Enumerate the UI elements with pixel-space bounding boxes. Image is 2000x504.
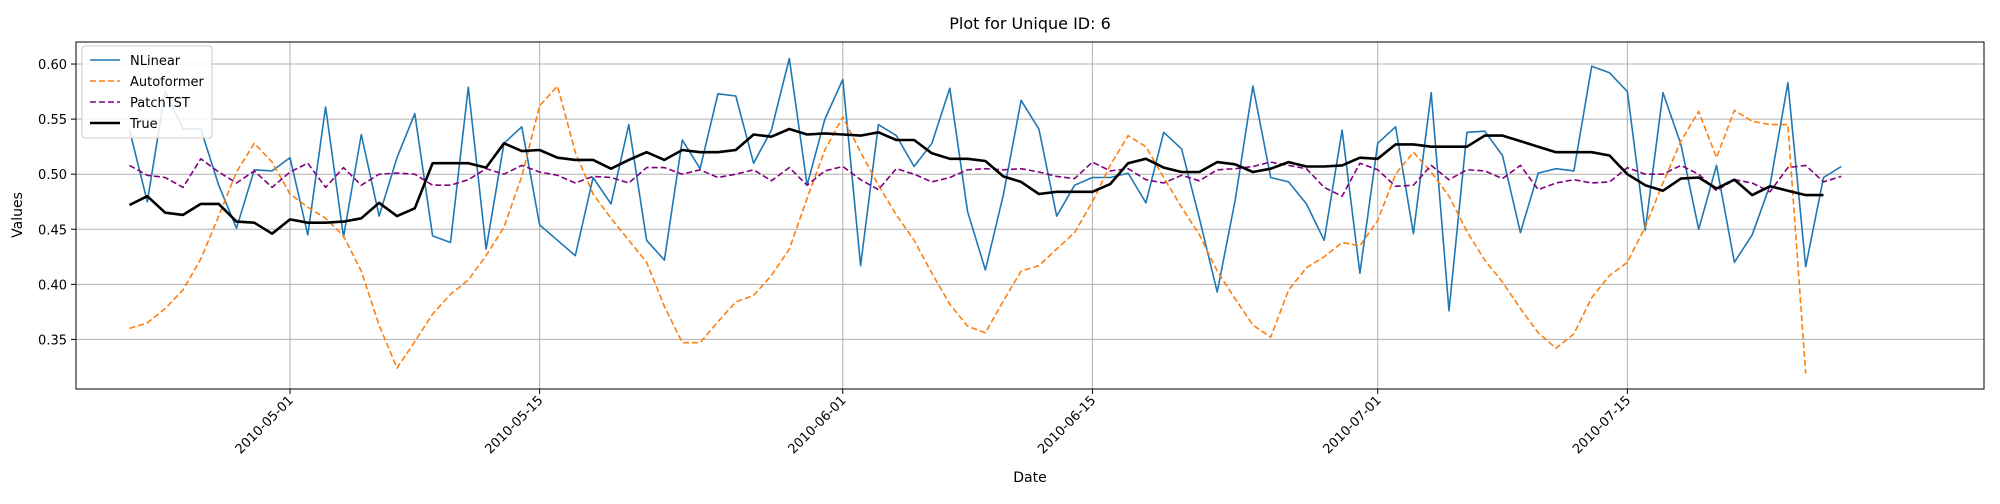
- x-tick-label: 2010-05-15: [482, 393, 546, 457]
- y-tick-label: 0.55: [38, 113, 67, 128]
- x-tick-label: 2010-07-15: [1570, 393, 1634, 457]
- y-tick-label: 0.35: [38, 333, 67, 348]
- x-axis-ticks: 2010-05-01 2010-05-15 2010-06-01 2010-06-15…: [233, 389, 1634, 457]
- series-line-true: [128, 127, 1824, 235]
- x-tick-label: 2010-07-01: [1321, 393, 1385, 457]
- x-tick-label: 2010-06-01: [786, 393, 850, 457]
- y-axis-label: Values: [10, 192, 26, 238]
- x-tick-label: 2010-06-15: [1035, 393, 1099, 457]
- series-line-patchtst: [129, 158, 1842, 197]
- legend-label: PatchTST: [130, 96, 190, 111]
- legend-label: True: [129, 117, 158, 132]
- y-tick-label: 0.60: [38, 58, 67, 73]
- y-axis-ticks: 0.35 0.40 0.45 0.50 0.55 0.60: [38, 58, 76, 348]
- legend-box: [81, 45, 213, 139]
- chart-title: Plot for Unique ID: 6: [949, 14, 1111, 33]
- y-tick-label: 0.45: [38, 223, 67, 238]
- legend: NLinear Autoformer PatchTST True: [81, 45, 213, 139]
- x-axis-label: Date: [1013, 470, 1046, 486]
- plot-area: [75, 41, 1985, 390]
- series-line-autoformer: [129, 85, 1807, 374]
- series-line-nlinear: [128, 57, 1842, 312]
- series-layer: [128, 57, 1842, 374]
- x-tick-label: 2010-05-01: [233, 393, 297, 457]
- y-tick-label: 0.50: [38, 168, 67, 183]
- grid-lines: [76, 42, 1984, 389]
- y-tick-label: 0.40: [38, 278, 67, 293]
- legend-label: Autoformer: [130, 75, 204, 90]
- legend-label: NLinear: [130, 54, 181, 69]
